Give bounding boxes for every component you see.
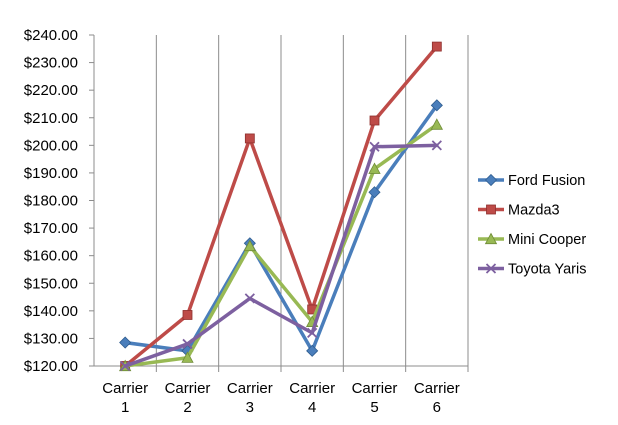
data-point-marker: [181, 351, 194, 363]
data-point-marker: [368, 162, 381, 174]
y-tick-label: $240.00: [24, 27, 78, 44]
data-point-marker: [244, 293, 255, 304]
x-tick-label: Carrier: [227, 380, 273, 397]
x-tick-label: 4: [308, 399, 316, 416]
y-tick-label: $150.00: [24, 275, 78, 292]
x-tick-label: 3: [246, 399, 254, 416]
x-tick-label: 6: [433, 399, 441, 416]
x-tick-label: 5: [370, 399, 378, 416]
data-point-marker: [119, 336, 132, 349]
y-tick-label: $200.00: [24, 137, 78, 154]
plot-series: [118, 41, 444, 372]
series-line: [123, 143, 439, 368]
y-tick-label: $220.00: [24, 82, 78, 99]
y-tick-label: $120.00: [24, 358, 78, 375]
y-tick-label: $180.00: [24, 193, 78, 210]
data-point-marker: [120, 360, 131, 372]
data-point-marker: [243, 239, 257, 252]
gridlines: [93, 35, 469, 372]
legend-label: Toyota Yaris: [508, 262, 586, 278]
legend-label: Mazda3: [508, 203, 560, 219]
y-tick-label: $160.00: [24, 248, 78, 265]
legend-marker: [484, 232, 498, 245]
y-tick-label: $190.00: [24, 165, 78, 182]
legend-label: Ford Fusion: [508, 173, 585, 189]
legend-item: Toyota Yaris: [478, 262, 586, 278]
series-toyota-yaris: [120, 140, 442, 372]
legend-item: Mazda3: [478, 203, 560, 219]
x-tick-label: Carrier: [102, 380, 148, 397]
legend-marker: [485, 263, 497, 274]
y-tick-label: $210.00: [24, 110, 78, 127]
data-point-marker: [182, 338, 193, 350]
data-point-marker: [306, 344, 319, 357]
x-tick-label: 1: [121, 399, 129, 416]
y-tick-label: $130.00: [24, 330, 78, 347]
y-tick-label: $170.00: [24, 220, 78, 237]
data-point-marker: [430, 99, 443, 112]
x-axis-tick-labels: Carrier 1 Carrier 2 Carrier 3 Carrier 4 Carrier 5…: [102, 380, 460, 416]
data-point-marker: [430, 118, 444, 130]
x-tick-label: 2: [183, 399, 191, 416]
legend-label: Mini Cooper: [508, 232, 586, 248]
legend-item: Ford Fusion: [478, 173, 585, 189]
y-tick-label: $140.00: [24, 303, 78, 320]
data-point-marker: [244, 133, 255, 144]
x-tick-label: Carrier: [289, 380, 335, 397]
data-point-marker: [368, 186, 381, 199]
data-point-marker: [431, 41, 442, 52]
x-tick-label: Carrier: [165, 380, 211, 397]
legend-marker: [484, 173, 498, 187]
legend: Ford Fusion Mazda3 Mini Cooper Toyota Yaris: [478, 173, 586, 278]
data-point-marker: [369, 115, 380, 126]
series-line: [123, 44, 439, 368]
axes: [89, 34, 468, 367]
series-line: [123, 122, 439, 368]
data-point-marker: [307, 327, 318, 339]
data-point-marker: [182, 310, 193, 320]
x-tick-label: Carrier: [414, 380, 460, 397]
legend-item: Mini Cooper: [478, 232, 586, 248]
y-axis-tick-labels: $120.00 $130.00 $140.00 $150.00 $160.00 $170.…: [24, 27, 78, 375]
data-point-marker: [369, 141, 380, 152]
y-tick-label: $230.00: [24, 55, 78, 72]
legend-marker: [486, 204, 496, 215]
x-tick-label: Carrier: [352, 380, 398, 397]
data-point-marker: [431, 140, 442, 151]
